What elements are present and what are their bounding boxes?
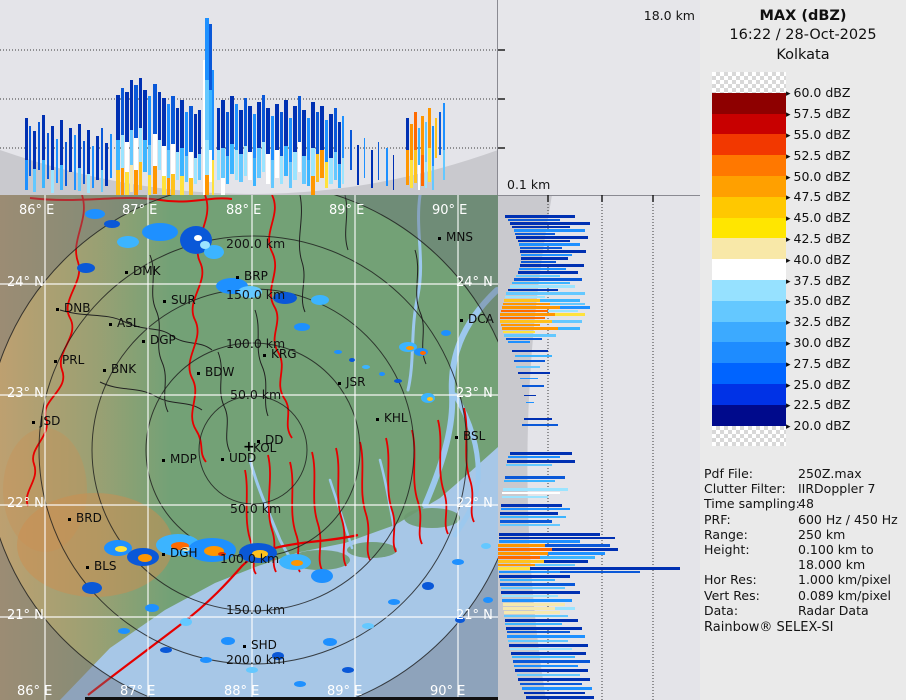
range-rings: [0, 195, 498, 700]
map-panel: [0, 195, 498, 700]
latlon-gridlines: [0, 195, 498, 700]
xz-ground-arc: [0, 150, 498, 195]
map-hill-patch: [17, 493, 173, 597]
map-west-terrain: [0, 195, 170, 700]
map-echoes: [77, 209, 493, 687]
xz-projection-panel: [0, 0, 498, 195]
corner-axis-block: [498, 0, 700, 195]
legend-panel-bg: [700, 0, 906, 700]
yz-projection-panel: [498, 195, 700, 700]
top-panel-echoes: [25, 18, 445, 195]
side-panel-echoes: [498, 215, 680, 699]
axis-ticks: [498, 49, 654, 202]
out-of-range-dimming: [0, 195, 498, 700]
map-sea: [60, 447, 498, 700]
delta-island: [347, 542, 397, 558]
map-bottom-strip: [85, 697, 498, 700]
